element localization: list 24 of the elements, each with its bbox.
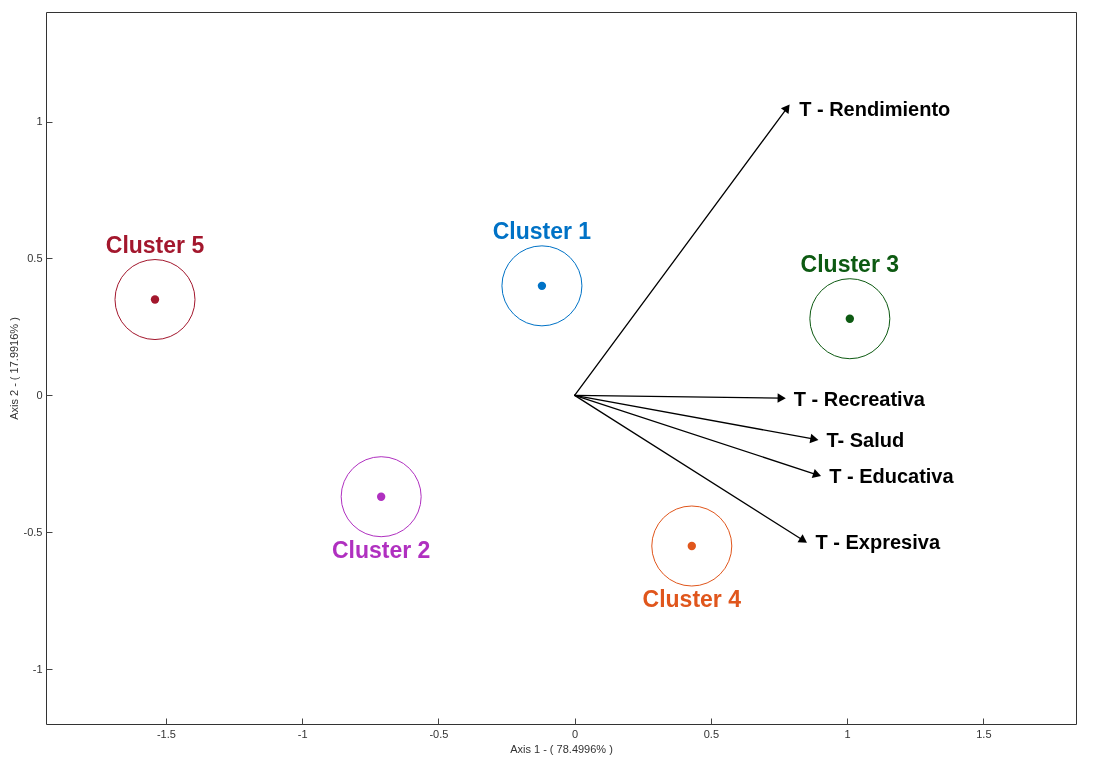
series-label: Cluster 2 (331, 536, 431, 563)
series-label: T - Expresiva (815, 530, 941, 553)
x-tick-label: 1.5 (976, 727, 992, 740)
x-tick-label: 1 (844, 727, 851, 740)
series-label: Cluster 1 (492, 217, 592, 244)
y-tick-label: 1 (36, 115, 43, 128)
series-label: T - Educativa (829, 464, 955, 487)
y-tick-label: 0 (36, 388, 43, 401)
text: Cluster 4 (642, 586, 742, 612)
x-axis-title: Axis 1 - ( 78.4996% ) (510, 742, 613, 755)
y-tick-label: 0.5 (27, 251, 43, 264)
series-label: Cluster 5 (105, 231, 205, 258)
y-tick-label: -1 (32, 662, 43, 675)
x-tick-label: 0 (572, 727, 579, 740)
y-axis-title: Axis 2 - ( 17.9916% ) (7, 317, 20, 420)
x-tick-label: -0.5 (429, 727, 449, 740)
series-label: T - Rendimiento (799, 97, 951, 120)
series-label: T - Recreativa (793, 388, 926, 411)
x-tick-label: 0.5 (703, 727, 720, 740)
x-tick-label: -1.5 (156, 727, 176, 740)
x-tick-label: -1 (297, 727, 308, 740)
series-label: Cluster 3 (800, 250, 900, 277)
y-tick-label: -0.5 (23, 525, 43, 538)
series-label: T- Salud (826, 429, 905, 452)
